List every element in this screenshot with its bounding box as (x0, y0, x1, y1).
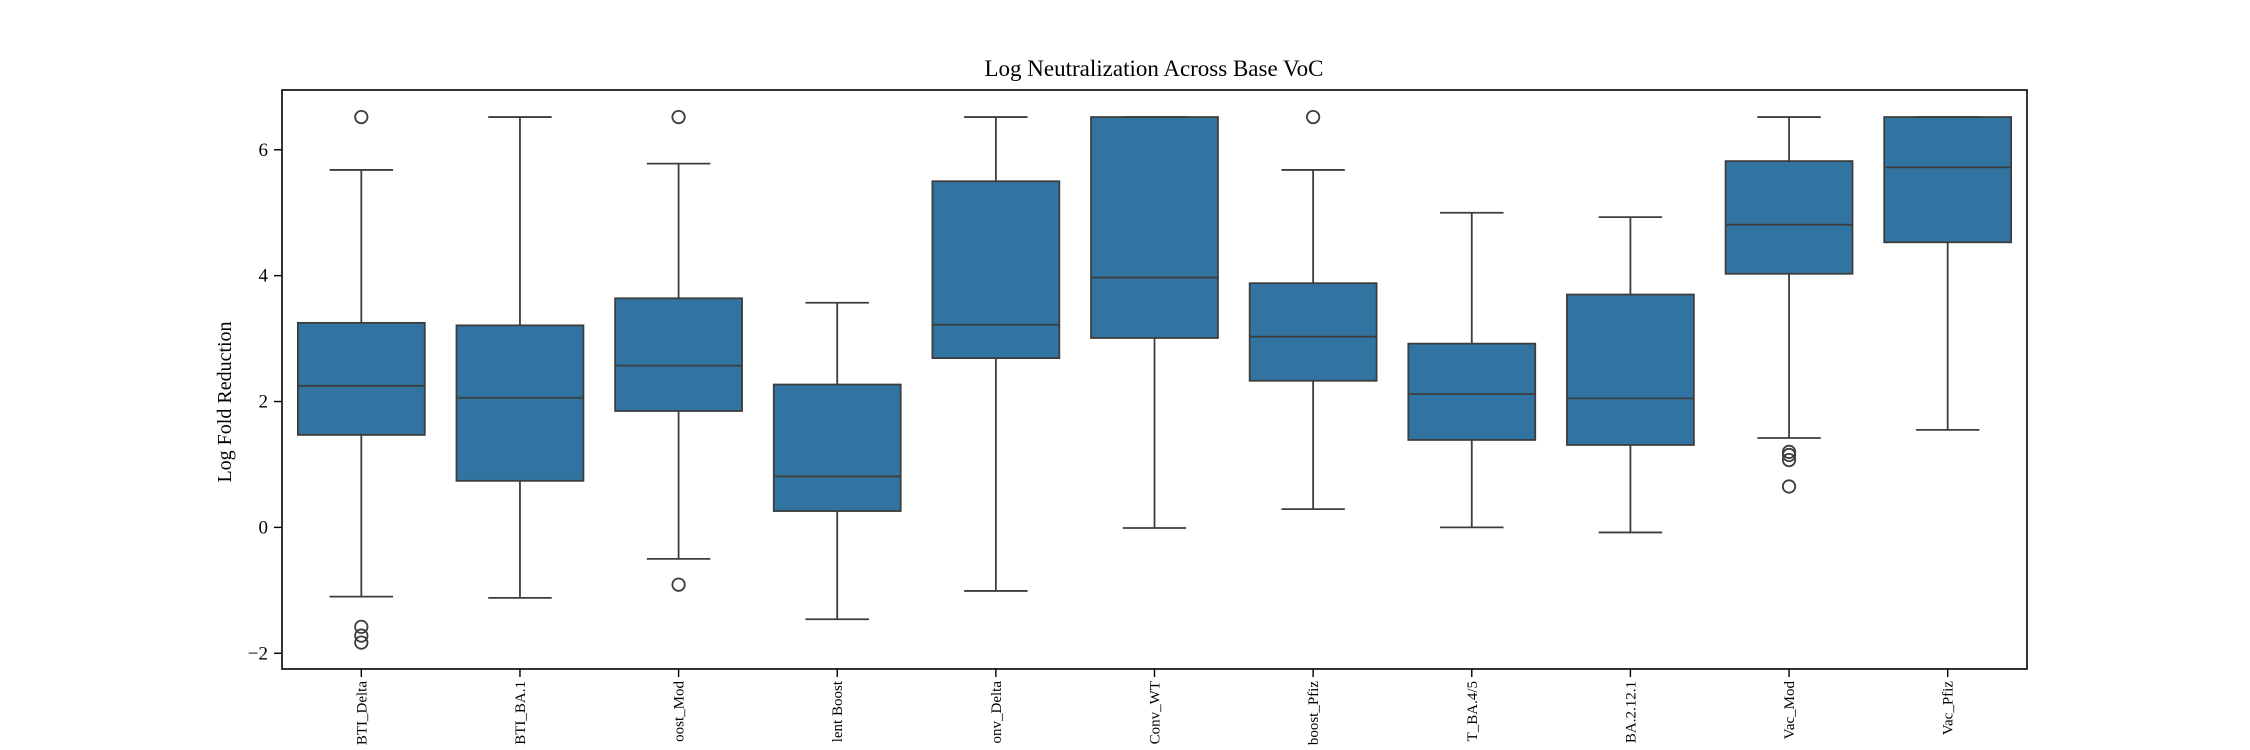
x-tick-label: BTI_Delta (354, 681, 370, 745)
box-group (931, 116, 1061, 592)
x-tick-label: Conv_WT (1148, 681, 1164, 744)
box-group (296, 109, 426, 650)
chart-title: Log Neutralization Across Base VoC (985, 56, 1324, 81)
box-group (1724, 116, 1854, 494)
outlier-point (1306, 109, 1321, 125)
box-group (772, 301, 902, 621)
outlier-point (354, 109, 369, 125)
outlier-point (671, 577, 686, 592)
box-group (614, 109, 743, 592)
box-group (455, 116, 585, 599)
outlier-point (1781, 452, 1797, 468)
box-iqr (455, 324, 585, 482)
box-group (1407, 211, 1537, 529)
box-iqr (296, 321, 426, 436)
box-group (1883, 116, 2013, 431)
x-tick-label: onv_Delta (989, 681, 1005, 744)
box-group (1090, 116, 1219, 529)
outlier-point (354, 619, 369, 634)
box-iqr (1883, 116, 2013, 244)
x-tick-label: oost_Mod (672, 681, 688, 742)
box-iqr (1566, 293, 1695, 446)
outlier-point (354, 635, 369, 650)
box-iqr (1248, 282, 1378, 382)
box-iqr (931, 180, 1061, 360)
x-tick-label: T_BA.4/5 (1465, 681, 1481, 741)
box-iqr (1407, 342, 1537, 441)
outlier-point (1781, 447, 1797, 463)
outlier-point (671, 109, 686, 125)
x-tick-label: Vac_Mod (1782, 681, 1798, 740)
box-iqr (1090, 116, 1219, 339)
x-tick-label: BTI_BA.1 (513, 681, 529, 745)
x-tick-label: boost_Pfiz (1306, 681, 1322, 746)
y-tick-label: −2 (248, 643, 268, 664)
x-tick-label: BA.2.12.1 (1623, 681, 1639, 743)
box-group (1566, 216, 1695, 534)
y-tick-label: 6 (259, 140, 269, 161)
y-tick-label: 0 (259, 517, 269, 538)
y-axis-label: Log Fold Reduction (214, 321, 236, 482)
box-group (1248, 109, 1378, 511)
box-iqr (614, 297, 743, 412)
y-tick-label: 2 (259, 392, 269, 413)
box-iqr (772, 383, 902, 512)
outlier-point (1781, 479, 1797, 494)
x-tick-label: Vac_Pfiz (1941, 681, 1957, 735)
plot-area: −2 0 2 4 6 BTI_Delta BTI_BA.1 oost_Mod lent Boos… (248, 89, 2028, 746)
y-tick-label: 4 (259, 266, 269, 287)
x-tick-label: lent Boost (830, 680, 846, 742)
outlier-point (354, 628, 369, 643)
box-iqr (1724, 160, 1854, 275)
